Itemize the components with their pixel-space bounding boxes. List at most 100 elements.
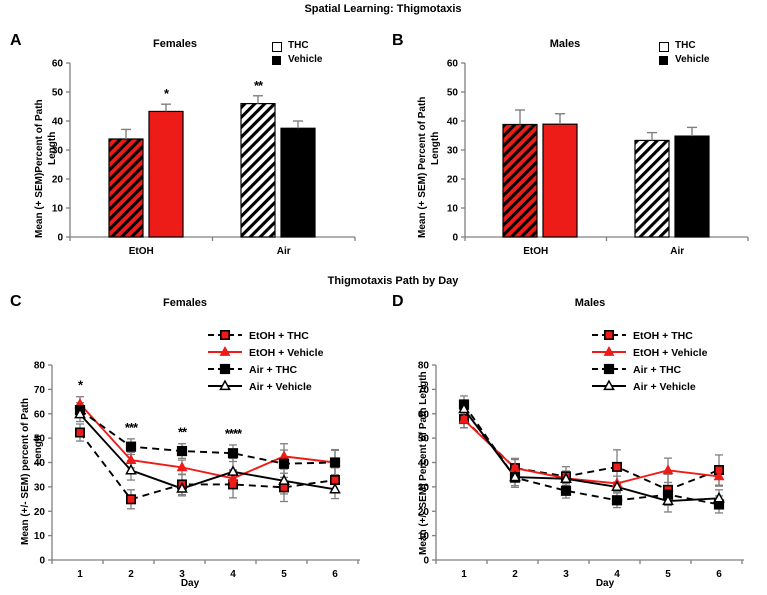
panel-title-c: Females [162,297,208,309]
legend-a-thc-label: THC [288,40,309,51]
panel-letter-b: B [392,32,404,49]
y-tick-label: 20 [418,507,430,518]
y-tick-label: 50 [447,88,459,99]
legend-label: EtOH + THC [633,330,693,342]
x-tick-label: 6 [716,569,722,580]
significance-marker: ** [178,425,188,440]
marker-open-triangle [662,494,674,506]
series-line [463,419,720,485]
significance-marker: ** [254,78,264,93]
marker-open-triangle [713,491,725,503]
y-tick-label: 0 [39,556,45,567]
significance-marker: * [78,378,84,393]
y-tick-label: 50 [34,434,46,445]
y-tick-label: 10 [418,531,430,542]
y-tick-label: 10 [34,531,46,542]
series-line [79,413,336,491]
x-tick-label: EtOH [129,246,154,257]
legend-label: EtOH + Vehicle [633,347,708,359]
bar [240,102,276,238]
y-tick-label: 40 [447,117,459,128]
marker-red-square [126,494,137,505]
marker-red-triangle [458,413,470,424]
y-tick-label: 60 [447,59,459,70]
y-tick-label: 50 [418,434,430,445]
marker-red-triangle [278,450,290,461]
series-line [463,403,720,506]
y-tick-label: 40 [52,117,64,128]
x-tick-label: 5 [665,569,671,580]
legend-label: EtOH + Vehicle [249,347,324,359]
panel-title-d: Males [574,297,606,309]
legend-b-vehicle: Vehicle [659,54,709,65]
y-tick-label: 60 [52,59,64,70]
bar [502,123,538,238]
marker-black-square [560,485,572,496]
legend-a-vehicle: Vehicle [272,54,322,65]
significance-marker: *** [125,420,139,435]
legend-label: Air + Vehicle [633,381,696,393]
y-tick-label: 30 [34,482,46,493]
bar [148,110,184,238]
filled-square-icon [272,55,285,65]
marker-open-triangle [509,470,521,482]
panel-title-b: Males [549,38,581,50]
y-tick-label: 60 [418,409,430,420]
significance-marker: * [164,86,170,101]
marker-red-triangle [227,472,239,483]
filled-square-icon [659,55,672,65]
figure-title-top: Spatial Learning: Thigmotaxis [304,3,462,15]
open-square-icon [659,41,672,52]
bar [634,139,670,238]
open-square-icon [272,41,285,52]
x-tick-label: EtOH [523,246,548,257]
series-line [463,418,720,491]
marker-red-triangle [603,345,615,356]
marker-black-square [278,458,290,469]
y-tick-label: 40 [34,458,46,469]
x-tick-label: Air [670,246,684,257]
panel-c-xlabel: Day [180,578,200,589]
x-tick-label: 4 [230,569,236,580]
series-line [79,409,336,465]
y-tick-label: 10 [447,204,459,215]
y-tick-label: 0 [57,233,63,244]
marker-open-triangle [603,379,615,391]
y-tick-label: 20 [52,175,64,186]
y-tick-label: 40 [418,458,430,469]
y-tick-label: 20 [34,507,46,518]
marker-red-square [612,461,623,472]
x-tick-label: Air [277,246,291,257]
y-tick-label: 0 [423,556,429,567]
x-tick-label: 1 [77,569,83,580]
marker-red-square [220,329,231,340]
panel-d-plot: 80 70 60 50 40 30 20 10 0 1 2 3 4 5 6 EtOH + THC EtOH + … [418,329,744,580]
marker-red-triangle [219,345,231,356]
y-tick-label: 70 [34,385,46,396]
marker-red-triangle [713,470,725,481]
marker-open-triangle [176,482,188,493]
x-tick-label: 1 [461,569,467,580]
x-tick-label: 2 [128,569,134,580]
x-tick-label: 4 [614,569,620,580]
x-tick-label: 2 [512,569,518,580]
marker-black-square [125,441,137,452]
marker-red-triangle [662,464,674,475]
marker-open-triangle [278,474,290,485]
y-tick-label: 70 [418,385,430,396]
x-tick-label: 5 [281,569,287,580]
panel-d-xlabel: Day [595,578,615,589]
panel-letter-a: A [10,32,22,49]
y-tick-label: 30 [447,146,459,157]
marker-open-triangle [611,480,623,492]
figure-title-middle: Thigmotaxis Path by Day [327,275,459,287]
y-tick-label: 50 [52,88,64,99]
x-tick-label: 3 [563,569,569,580]
marker-red-triangle [176,461,188,472]
marker-black-square [603,363,615,375]
panel-title-a: Females [152,38,198,50]
y-tick-label: 20 [447,175,459,186]
y-tick-label: 80 [418,361,430,372]
